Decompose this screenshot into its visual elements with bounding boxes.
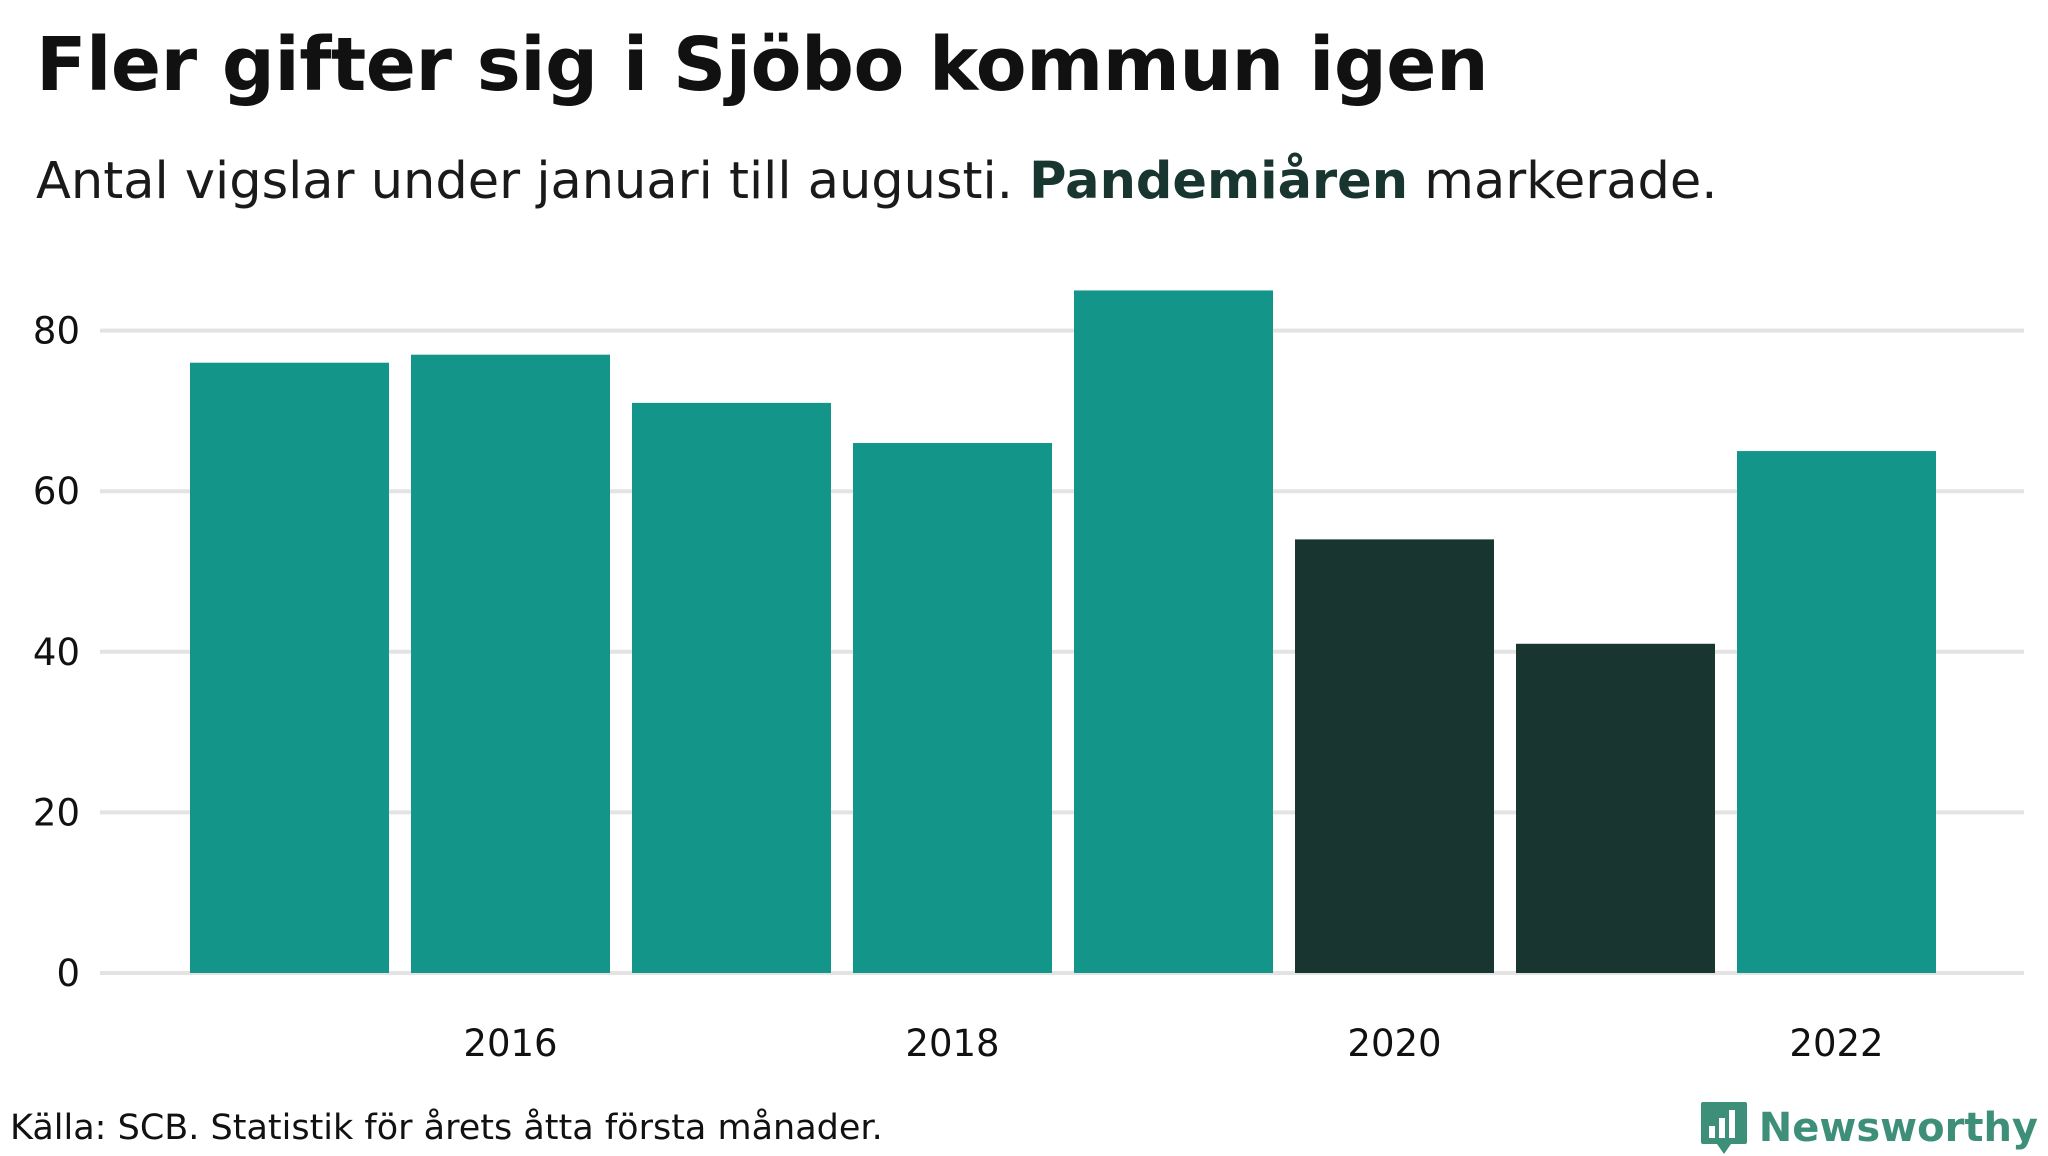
bar-2017 <box>632 402 831 973</box>
y-tick-label: 60 <box>33 470 80 513</box>
brand-name: Newsworthy <box>1758 1105 2038 1151</box>
bar-layer <box>190 290 1936 974</box>
bar-2022 <box>1737 451 1936 973</box>
subtitle-text-end: markerade. <box>1408 152 1718 211</box>
subtitle-text: Antal vigslar under januari till augusti… <box>36 152 1030 211</box>
source-note: Källa: SCB. Statistik för årets åtta för… <box>10 1108 883 1148</box>
x-tick-label: 2016 <box>463 1022 557 1065</box>
newsworthy-logo-icon <box>1700 1102 1747 1154</box>
x-tick-label: 2022 <box>1789 1022 1883 1065</box>
y-tick-label: 0 <box>56 952 80 995</box>
chart-subtitle: Antal vigslar under januari till augusti… <box>36 152 1717 211</box>
y-tick-label: 80 <box>33 310 80 353</box>
brand: Newsworthy <box>1699 1100 2038 1156</box>
bar-2018 <box>853 443 1052 973</box>
x-tick-label: 2018 <box>905 1022 999 1065</box>
x-axis: 2016 2018 2020 2022 <box>463 1022 1883 1065</box>
bar-2015 <box>190 362 389 974</box>
bar-2019 <box>1074 290 1273 973</box>
y-tick-label: 40 <box>33 631 80 674</box>
bar-2016 <box>411 354 610 973</box>
chart-title: Fler gifter sig i Sjöbo kommun igen <box>36 22 1489 108</box>
bar-2020 <box>1295 539 1494 973</box>
x-tick-label: 2020 <box>1347 1022 1441 1065</box>
y-axis: 0 20 40 60 80 <box>33 310 80 995</box>
bar-2021 <box>1516 643 1715 973</box>
subtitle-highlight: Pandemiåren <box>1029 152 1409 211</box>
y-tick-label: 20 <box>33 791 80 834</box>
